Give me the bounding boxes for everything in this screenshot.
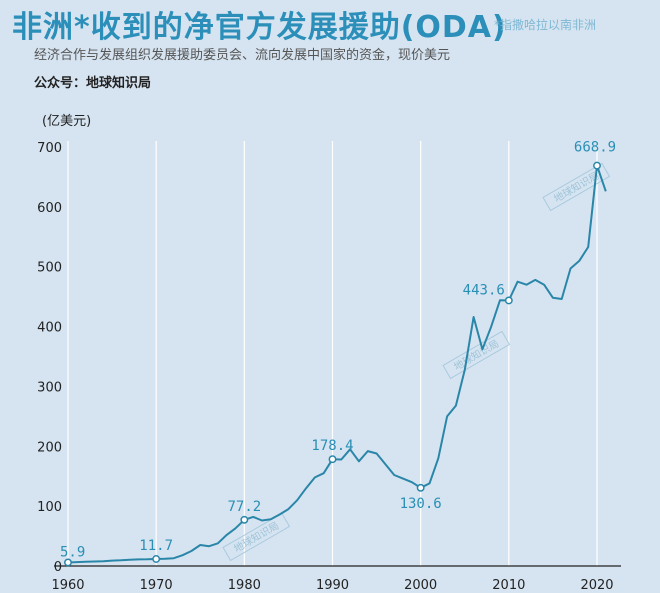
y-tick-500: 500 [37, 261, 62, 276]
y-tick-400: 400 [37, 321, 62, 336]
grid-lines [67, 141, 598, 566]
x-tick-2020: 2020 [580, 578, 613, 593]
x-tick-1990: 1990 [316, 578, 349, 593]
chart-source: 公众号：地球知识局 [34, 76, 152, 91]
marker-2010 [504, 296, 513, 305]
y-axis-label: (亿美元) [42, 114, 92, 129]
data-label-2010: 443.6 [463, 282, 505, 298]
data-label-1990: 178.4 [311, 438, 353, 454]
marker-1990 [328, 455, 337, 464]
x-tick-labels: 1960 1970 1980 1990 2000 2010 2020 [51, 578, 613, 593]
series-line [67, 164, 607, 564]
y-tick-700: 700 [37, 141, 62, 156]
data-markers [64, 161, 601, 567]
chart-subtitle: 经济合作与发展组织发展援助委员会、流向发展中国家的资金，现价美元 [34, 48, 451, 63]
marker-2020 [593, 161, 601, 170]
watermark-text-1: 地球知识局 [451, 337, 501, 373]
data-labels: 5.9 11.7 77.2 178.4 130.6 443.6 668.9 [60, 140, 616, 561]
x-tick-2010: 2010 [492, 578, 525, 593]
y-tick-200: 200 [37, 440, 62, 455]
data-label-2000: 130.6 [400, 496, 442, 512]
x-tick-1970: 1970 [140, 578, 173, 593]
y-tick-300: 300 [37, 380, 62, 395]
marker-1960 [64, 558, 72, 567]
y-tick-labels: 0 100 200 300 400 500 600 700 [37, 141, 62, 575]
watermark-box-0 [222, 512, 291, 562]
data-label-1980: 77.2 [227, 499, 261, 515]
y-tick-600: 600 [37, 201, 62, 216]
x-tick-1980: 1980 [228, 578, 261, 593]
y-tick-100: 100 [37, 500, 62, 515]
y-tick-0: 0 [54, 560, 62, 575]
chart-title: 非洲*收到的净官方发展援助(ODA) [12, 10, 507, 45]
data-label-2020: 668.9 [574, 140, 616, 156]
watermark-box-1 [442, 330, 511, 380]
watermark-box-2 [542, 162, 611, 212]
marker-1970 [152, 555, 161, 563]
marker-1980 [240, 515, 249, 524]
data-label-1960: 5.9 [60, 544, 85, 560]
chart-note: *指撒哈拉以南非洲 [494, 18, 597, 32]
marker-2000 [416, 483, 425, 492]
x-tick-1960: 1960 [51, 578, 84, 593]
data-label-1970: 11.7 [139, 538, 173, 554]
x-tick-2000: 2000 [404, 578, 437, 593]
